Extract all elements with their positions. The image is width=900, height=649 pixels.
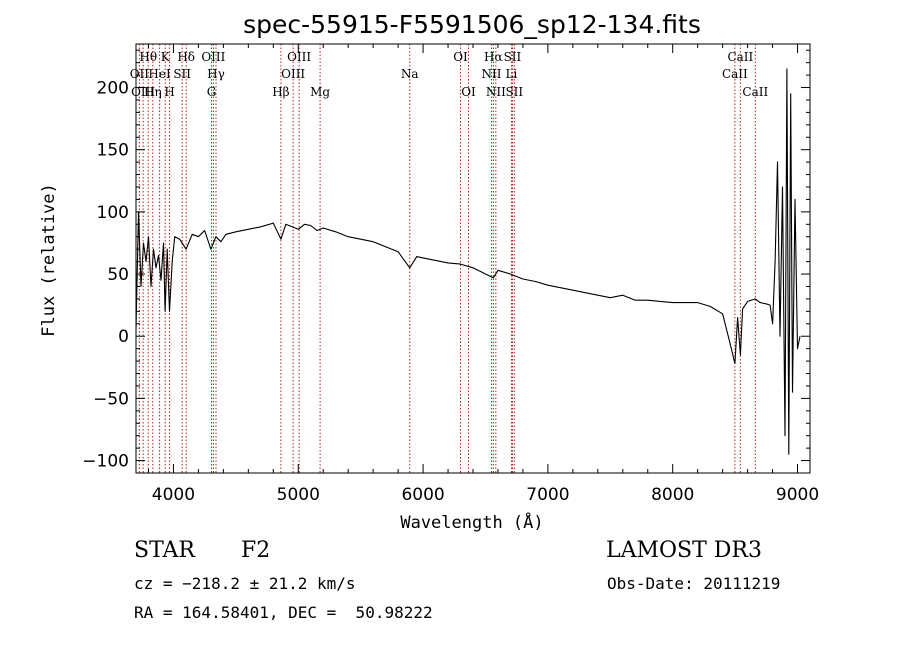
observation-date: Obs-Date: 20111219 [607,574,781,593]
line-label: Hδ [177,50,195,64]
y-axis: −100 −50 0 50 100 150 200 [82,49,810,472]
line-label: H [164,85,174,99]
line-label: CaII [727,50,753,64]
line-label: Hα [484,50,503,64]
y-tick-label: −50 [93,389,129,409]
series-group [135,68,801,455]
line-label: SII [504,50,522,64]
line-label: CaII [722,67,748,81]
line-label: HeI [148,67,171,81]
object-subclass: F2 [241,538,271,563]
line-label: OI [461,85,476,99]
line-label: Mg [310,85,330,99]
line-label: SII [173,67,191,81]
y-tick-label: 100 [97,203,129,223]
y-axis-label: Flux (relative) [39,183,59,337]
line-labels: Hθ OII OIII K Hη HeI H SII Hδ OIII Hγ G Hβ OIII OIII Mg… [130,50,769,99]
y-tick-label: 200 [97,79,129,99]
x-tick-label: 6000 [401,485,444,505]
line-label: OIII [131,85,155,99]
y-tick-label: 0 [118,327,129,347]
x-axis: 4000 5000 6000 7000 8000 9000 [147,44,819,505]
line-label: Na [401,67,419,81]
line-label: OIII [201,50,225,64]
line-label: Hγ [207,67,225,81]
line-label: NII [481,67,501,81]
redshift-cz: cz = −218.2 ± 21.2 km/s [134,574,356,593]
object-class: STAR [134,538,195,563]
y-tick-label: 50 [107,265,129,285]
axes-frame [135,43,811,474]
y-tick-label: 150 [97,141,129,161]
line-label: K [161,50,171,64]
ra-dec: RA = 164.58401, DEC = 50.98222 [134,603,433,622]
line-label: Hη [144,85,162,99]
line-label: SII [505,85,523,99]
line-label: Li [506,67,518,81]
line-label: OIII [287,50,311,64]
reference-lines [138,44,756,473]
plot-frame [135,43,811,474]
x-tick-label: 5000 [277,485,320,505]
line-label: Hθ [139,50,157,64]
line-label: OI [453,50,468,64]
line-label: G [207,85,217,99]
line-label: NII [486,85,506,99]
flux-series [135,68,801,455]
line-label: Hβ [272,85,289,99]
line-label: CaII [742,85,768,99]
chart-title: spec-55915-F5591506_sp12-134.fits [243,10,701,39]
x-axis-label: Wavelength (Å) [400,511,543,533]
x-tick-label: 4000 [152,485,195,505]
x-tick-label: 7000 [526,485,569,505]
survey-name: LAMOST DR3 [606,538,762,563]
line-label: OII [130,67,150,81]
y-tick-label: −100 [82,452,129,472]
x-tick-label: 9000 [776,485,819,505]
line-label: OIII [281,67,305,81]
x-tick-label: 8000 [651,485,694,505]
